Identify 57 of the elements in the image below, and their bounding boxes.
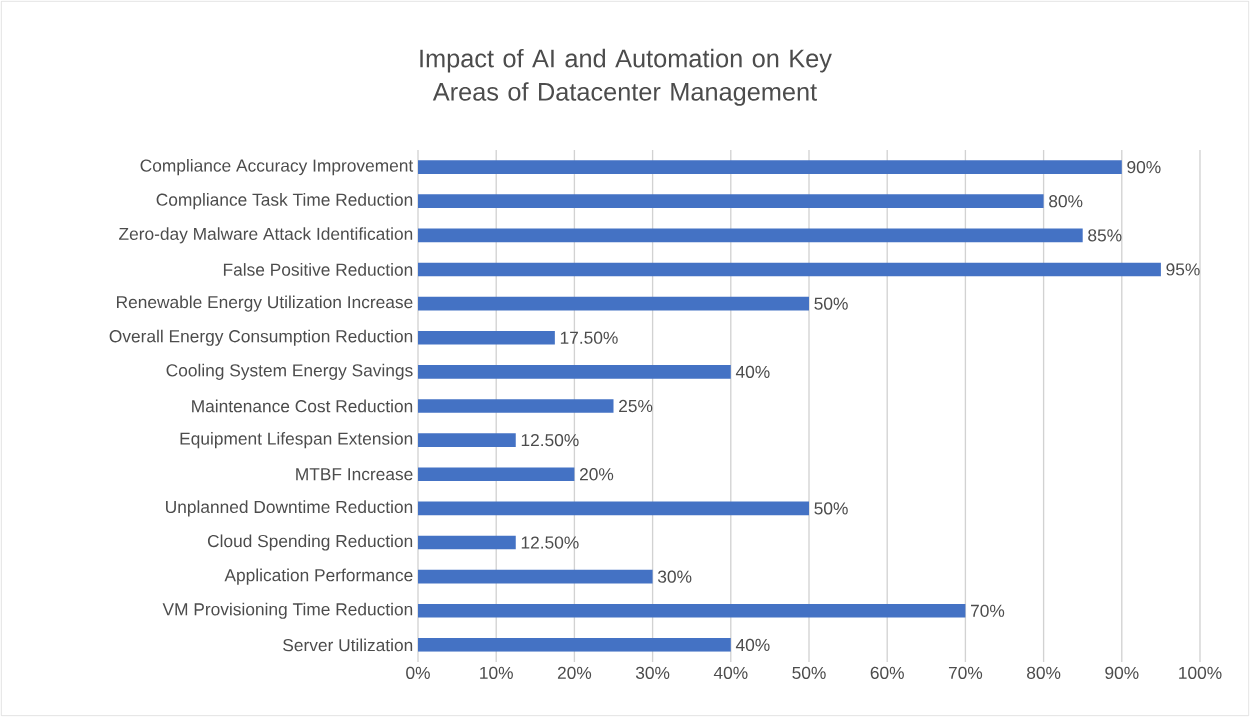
x-tick-label: 90% [1105,666,1139,679]
data-label: 50% [814,502,848,515]
bar [418,330,555,345]
x-tick-label: 30% [635,666,670,679]
y-tick-label: Compliance Task Time Reduction [156,193,413,210]
bar [418,228,1083,243]
x-tick-label: 0% [406,666,430,679]
data-label: 95% [1166,263,1200,276]
x-tick-label: 50% [792,666,826,679]
y-tick-label: Cloud Spending Reduction [207,534,413,551]
data-label: 12.50% [521,433,579,447]
bar [418,262,1161,277]
x-tick-label: 60% [870,666,904,679]
y-tick-label: Renewable Energy Utilization Increase [117,295,413,312]
x-tick-label: 80% [1027,666,1061,679]
y-tick-label: Maintenance Cost Reduction [192,399,413,413]
bar [418,296,809,311]
y-tick-label: False Positive Reduction [223,263,413,276]
data-label: 20% [579,468,614,481]
bar [418,501,809,516]
bar [418,603,966,618]
bar [418,433,516,447]
data-label: 50% [814,297,848,310]
x-tick-label: 100% [1179,666,1222,679]
bar [418,535,516,550]
bar [418,160,1122,174]
y-tick-label: MTBF Increase [296,468,413,481]
bar [418,365,731,379]
bar [418,399,614,413]
y-tick-label: Server Utilization [283,638,413,652]
y-tick-label: Unplanned Downtime Reduction [166,500,413,517]
data-label: 25% [619,399,653,413]
bar [418,467,575,482]
y-tick-label: Compliance Accuracy Improvement [140,158,414,176]
chart-title: Impact of AI and Automation on Key Areas of Datacenter Management [420,48,832,106]
y-tick-label: Cooling System Energy Savings [166,363,413,380]
y-tick-label: Application Performance [224,568,413,585]
data-label: 12.50% [521,536,579,549]
data-label: 80% [1049,195,1083,208]
data-label: 90% [1127,160,1161,174]
y-tick-label: Zero-day Malware Attack Identification [119,227,413,244]
data-label: 40% [735,638,770,652]
data-label: 85% [1088,229,1122,242]
data-label: 30% [657,570,692,583]
x-tick-label: 70% [948,666,983,679]
data-label: 70% [971,604,1005,617]
x-tick-label: 40% [713,666,748,679]
x-tick-label: 20% [557,666,592,679]
y-tick-label: Overall Energy Consumption Reduction [109,329,413,346]
data-label: 40% [735,365,770,378]
bar [418,638,731,652]
data-label: 17.50% [560,331,618,344]
y-tick-label: Equipment Lifespan Extension [180,432,413,449]
x-tick-label: 10% [480,666,513,679]
bar [418,569,653,584]
y-tick-label: VM Provisioning Time Reduction [162,602,413,619]
bar [418,194,1044,209]
